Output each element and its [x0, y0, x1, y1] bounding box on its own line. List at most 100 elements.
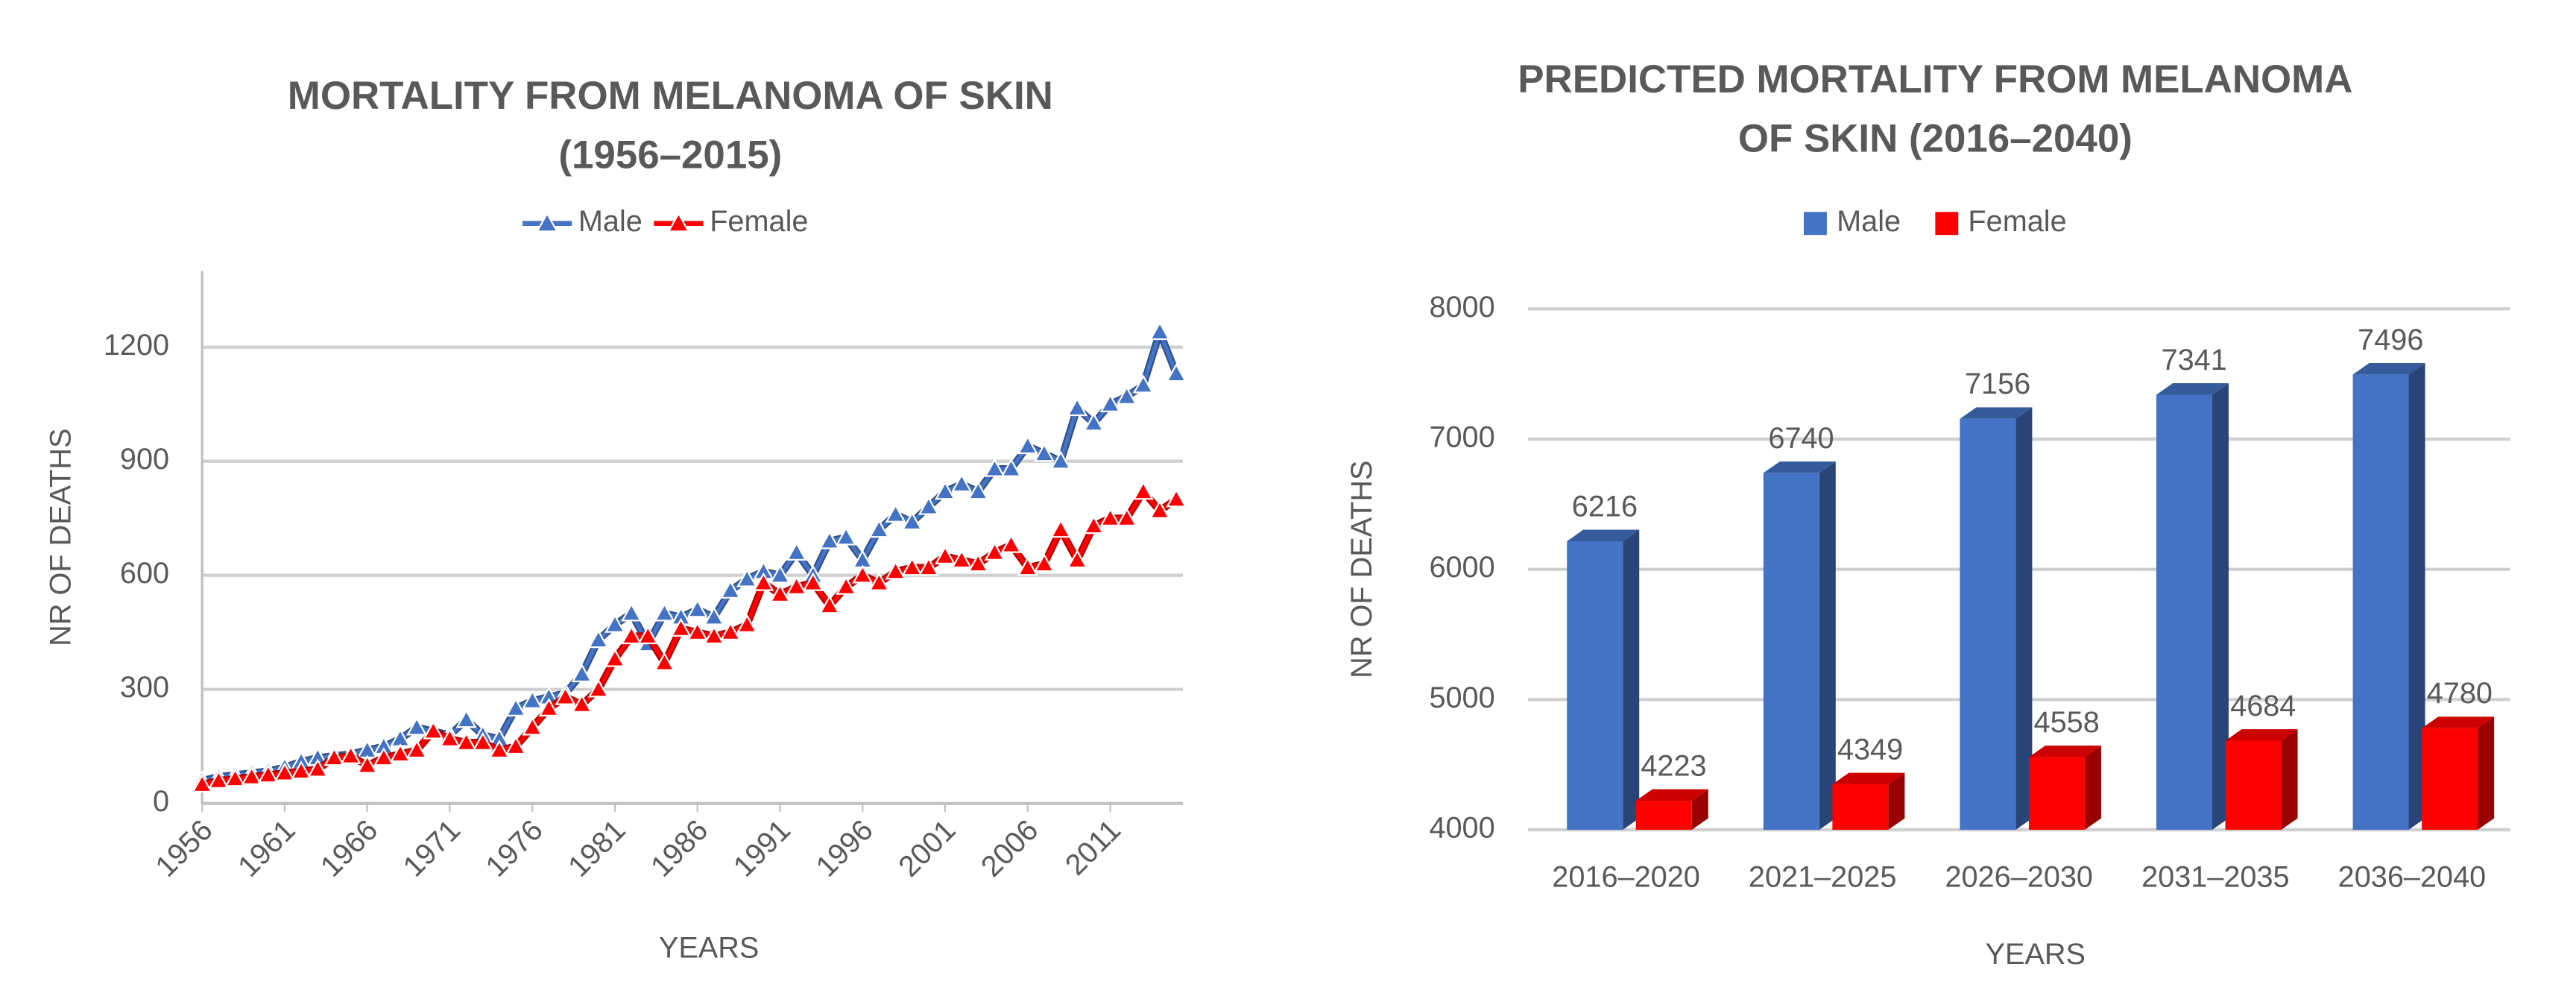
bar-side — [1819, 461, 1836, 830]
marker — [786, 576, 807, 595]
marker — [901, 557, 923, 576]
marker — [686, 599, 708, 618]
marker — [736, 568, 758, 587]
bar — [2225, 740, 2282, 830]
marker — [868, 572, 890, 591]
y-tick-label: 600 — [120, 557, 169, 590]
legend-marker — [535, 212, 559, 233]
marker — [703, 606, 724, 625]
bar-top — [2225, 729, 2298, 741]
marker — [571, 693, 593, 713]
bar-side — [2408, 362, 2425, 830]
marker — [769, 564, 791, 584]
data-label: 6740 — [1768, 422, 1834, 455]
marker — [1050, 519, 1072, 538]
marker — [505, 735, 527, 755]
marker — [967, 553, 989, 573]
marker — [1149, 321, 1170, 341]
legend-label: Male — [1837, 205, 1901, 238]
legend-swatch — [1804, 212, 1827, 236]
marker — [654, 652, 675, 671]
marker — [1116, 385, 1137, 405]
marker — [192, 773, 213, 793]
chart-title: PREDICTED MORTALITY FROM MELANOMA — [1518, 57, 2352, 101]
bar-side — [2084, 746, 2101, 830]
chart-title: MORTALITY FROM MELANOMA OF SKIN — [288, 74, 1053, 118]
marker — [604, 614, 625, 633]
data-label: 7496 — [2358, 324, 2423, 356]
bar — [2422, 728, 2478, 830]
legend-swatch — [1935, 212, 1959, 236]
marker — [670, 617, 692, 637]
legend-label: Female — [1968, 205, 2066, 238]
data-label: 4780 — [2427, 677, 2493, 710]
y-tick-label: 1200 — [104, 329, 169, 362]
marker — [241, 766, 262, 785]
marker — [257, 764, 279, 784]
marker — [935, 545, 956, 564]
marker — [836, 526, 857, 546]
y-tick-label: 900 — [120, 443, 169, 476]
bar-top — [1832, 772, 1905, 785]
marker — [720, 579, 742, 599]
bar-top — [1763, 461, 1836, 473]
marker — [1149, 500, 1170, 519]
x-tick-label: 1966 — [315, 813, 385, 883]
y-axis-label: NR OF DEATHS — [1345, 461, 1378, 678]
y-axis-label: NR OF DEATHS — [44, 429, 77, 646]
marker — [522, 690, 543, 709]
marker — [307, 758, 329, 778]
bar-top — [1567, 529, 1640, 541]
marker — [1067, 549, 1088, 569]
bar — [2156, 394, 2212, 830]
marker — [786, 541, 807, 561]
x-tick-label: 1971 — [397, 813, 467, 883]
chart-title: OF SKIN (2016–2040) — [1738, 117, 2133, 161]
marker — [818, 530, 840, 549]
x-tick-label: 1981 — [562, 813, 632, 883]
marker — [1033, 443, 1055, 462]
bar-side — [2478, 716, 2495, 830]
marker — [918, 496, 939, 515]
x-axis-label: YEARS — [659, 931, 759, 964]
marker — [406, 739, 428, 759]
marker — [951, 473, 973, 493]
data-label: 7341 — [2162, 344, 2227, 376]
bar-side — [1691, 789, 1708, 830]
bar-side — [2281, 729, 2298, 830]
x-tick-label: 1986 — [645, 813, 715, 883]
marker — [736, 614, 758, 633]
marker — [1000, 458, 1022, 477]
marker — [406, 716, 428, 736]
x-axis-label: YEARS — [1986, 938, 2086, 971]
x-tick-label: 2031–2035 — [2141, 861, 2290, 894]
marker — [1050, 450, 1072, 470]
bar-top — [2422, 716, 2495, 728]
bar-top — [1635, 789, 1708, 801]
marker — [1132, 374, 1154, 394]
marker — [802, 572, 824, 591]
x-tick-label: 2026–2030 — [1945, 861, 2094, 894]
marker — [373, 747, 394, 766]
marker — [1033, 553, 1055, 573]
marker — [571, 663, 593, 683]
marker — [753, 572, 774, 591]
marker — [703, 625, 724, 645]
bar-top — [1960, 407, 2033, 419]
bar-side — [1888, 772, 1905, 830]
x-tick-label: 1976 — [479, 813, 549, 883]
marker — [901, 511, 923, 531]
bar — [1832, 784, 1889, 830]
marker — [637, 625, 659, 645]
marker — [967, 481, 989, 500]
y-tick-label: 5000 — [1429, 681, 1494, 714]
x-tick-label: 2006 — [975, 813, 1045, 883]
marker — [868, 519, 890, 538]
marker — [455, 709, 477, 728]
chart-title: (1956–2015) — [558, 133, 782, 177]
legend-marker — [667, 212, 690, 233]
marker — [604, 648, 625, 667]
marker — [769, 583, 791, 602]
marker — [488, 739, 510, 759]
x-tick-label: 2011 — [1059, 813, 1127, 881]
